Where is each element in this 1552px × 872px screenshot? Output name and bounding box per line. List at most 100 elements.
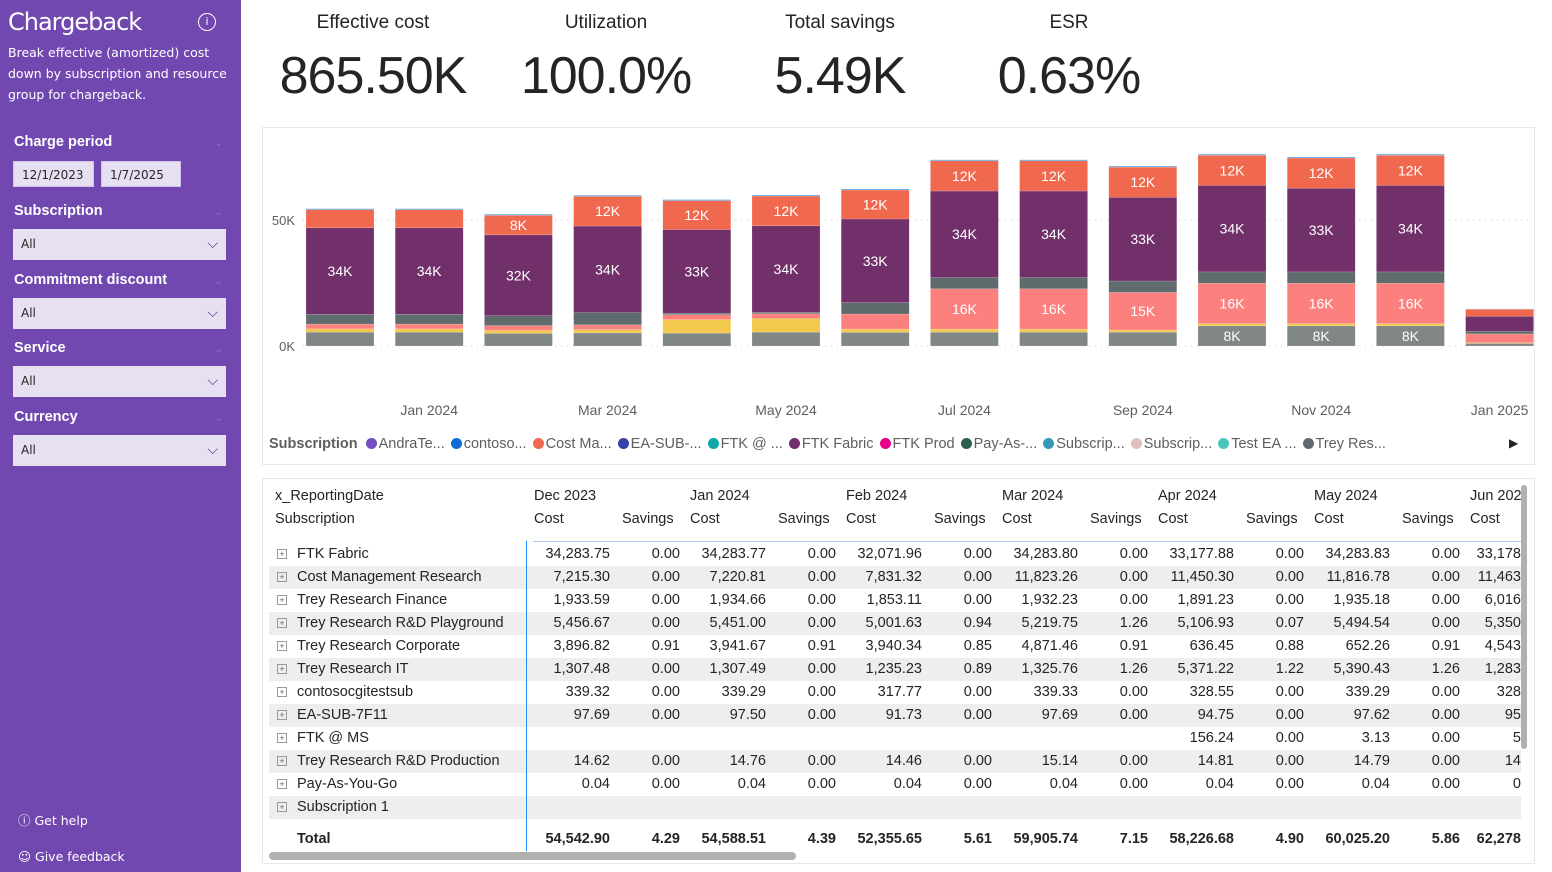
legend-item[interactable]: Cost Ma... <box>532 436 612 452</box>
filter-dropdown[interactable]: All ⌵ <box>13 366 226 397</box>
expand-icon[interactable]: + <box>277 710 287 720</box>
bar-segment[interactable] <box>751 194 821 197</box>
bar-segment[interactable] <box>1197 154 1267 186</box>
savings-header[interactable]: Savings <box>1090 511 1142 527</box>
vertical-scrollbar[interactable] <box>1521 485 1527 749</box>
bar-segment[interactable] <box>662 312 732 316</box>
column-header-reporting-date[interactable]: x_ReportingDate <box>275 488 384 504</box>
bar-segment[interactable] <box>662 319 732 334</box>
bar-segment[interactable] <box>1019 190 1088 278</box>
month-header[interactable]: Dec 2023 <box>534 488 597 504</box>
month-header[interactable]: Mar 2024 <box>1002 488 1064 504</box>
bar-segment[interactable] <box>1286 283 1356 324</box>
expand-icon[interactable]: + <box>277 549 287 559</box>
bar-segment[interactable] <box>1197 153 1267 156</box>
row-header-subscription[interactable]: Subscription <box>275 511 355 527</box>
legend-item[interactable]: EA-SUB-... <box>617 436 702 452</box>
bar-segment[interactable] <box>1019 160 1088 192</box>
expand-icon[interactable]: + <box>277 641 287 651</box>
bar-segment[interactable] <box>484 325 553 331</box>
bar-segment[interactable] <box>1019 277 1088 290</box>
bar-segment[interactable] <box>1465 308 1534 317</box>
bar-segment[interactable] <box>484 234 553 317</box>
bar-segment[interactable] <box>1197 323 1267 327</box>
bar-segment[interactable] <box>1019 328 1088 333</box>
bar-segment[interactable] <box>573 329 642 334</box>
bar-segment[interactable] <box>751 318 821 333</box>
expand-icon[interactable]: + <box>277 733 287 743</box>
bar-segment[interactable] <box>840 218 910 303</box>
bar-segment[interactable] <box>930 288 999 330</box>
month-header[interactable]: Jun 202 <box>1470 488 1522 504</box>
chevron-down-icon[interactable]: ⌄ <box>214 274 224 287</box>
cost-header[interactable]: Cost <box>1002 511 1032 527</box>
bar-segment[interactable] <box>662 199 732 201</box>
filter-dropdown[interactable]: All ⌵ <box>13 229 226 260</box>
bar-segment[interactable] <box>662 200 732 230</box>
bar-segment[interactable] <box>1197 185 1267 273</box>
bar-segment[interactable] <box>1286 187 1356 273</box>
bar-segment[interactable] <box>840 332 910 347</box>
bar-segment[interactable] <box>484 330 553 334</box>
filter-dropdown[interactable]: All ⌵ <box>13 298 226 329</box>
bar-segment[interactable] <box>1019 159 1088 162</box>
bar-segment[interactable] <box>1108 292 1178 331</box>
bar-segment[interactable] <box>1376 153 1445 156</box>
expand-icon[interactable]: + <box>277 779 287 789</box>
bar-segment[interactable] <box>1286 271 1356 284</box>
expand-icon[interactable]: + <box>277 618 287 628</box>
legend-item[interactable]: Subscrip... <box>1130 436 1212 452</box>
legend-item[interactable]: FTK @ ... <box>707 436 783 452</box>
filter-dropdown[interactable]: All ⌵ <box>13 435 226 466</box>
cost-header[interactable]: Cost <box>846 511 876 527</box>
legend-item[interactable]: Test EA ... <box>1218 436 1297 452</box>
bar-segment[interactable] <box>1019 331 1088 347</box>
bar-segment[interactable] <box>1197 283 1267 324</box>
cost-header[interactable]: Cost <box>1470 511 1500 527</box>
bar-segment[interactable] <box>305 328 375 333</box>
bar-segment[interactable] <box>1197 271 1267 284</box>
bar-segment[interactable] <box>662 332 732 347</box>
bar-segment[interactable] <box>930 160 999 192</box>
bar-segment[interactable] <box>662 229 732 314</box>
bar-segment[interactable] <box>394 328 464 333</box>
bar-segment[interactable] <box>930 277 999 290</box>
bar-segment[interactable] <box>573 324 642 330</box>
bar-segment[interactable] <box>1376 271 1445 284</box>
bar-segment[interactable] <box>305 208 375 210</box>
bar-segment[interactable] <box>1286 323 1356 327</box>
bar-segment[interactable] <box>305 323 375 330</box>
bar-segment[interactable] <box>1108 197 1178 282</box>
bar-segment[interactable] <box>840 189 910 220</box>
savings-header[interactable]: Savings <box>622 511 674 527</box>
bar-segment[interactable] <box>573 312 642 326</box>
bar-segment[interactable] <box>751 195 821 227</box>
chevron-down-icon[interactable]: ⌄ <box>214 136 224 149</box>
bar-segment[interactable] <box>930 190 999 278</box>
expand-icon[interactable]: + <box>277 756 287 766</box>
bar-segment[interactable] <box>840 188 910 191</box>
bar-segment[interactable] <box>484 213 553 216</box>
bar-segment[interactable] <box>1465 333 1534 343</box>
bar-segment[interactable] <box>394 313 464 325</box>
bar-segment[interactable] <box>1286 157 1356 189</box>
bar-segment[interactable] <box>305 313 375 325</box>
bar-segment[interactable] <box>394 227 464 315</box>
bar-segment[interactable] <box>394 209 464 229</box>
legend-item[interactable]: AndraTe... <box>365 436 445 452</box>
horizontal-scrollbar[interactable] <box>269 852 796 860</box>
bar-segment[interactable] <box>751 313 821 319</box>
bar-segment[interactable] <box>484 315 553 326</box>
legend-item[interactable]: FTK Prod <box>879 436 955 452</box>
bar-segment[interactable] <box>1108 331 1178 347</box>
expand-icon[interactable]: + <box>277 572 287 582</box>
bar-segment[interactable] <box>305 331 375 347</box>
bar-segment[interactable] <box>751 225 821 313</box>
bar-segment[interactable] <box>1108 329 1178 333</box>
bar-segment[interactable] <box>751 331 821 347</box>
expand-icon[interactable]: + <box>277 802 287 812</box>
cost-header[interactable]: Cost <box>1158 511 1188 527</box>
bar-segment[interactable] <box>394 323 464 330</box>
bar-segment[interactable] <box>573 332 642 347</box>
expand-icon[interactable]: + <box>277 687 287 697</box>
